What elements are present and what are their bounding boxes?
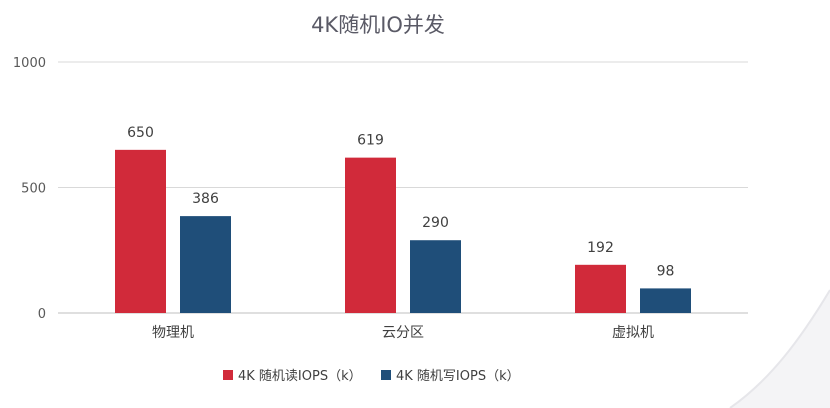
category-label: 虚拟机 bbox=[612, 325, 654, 341]
y-tick-label: 500 bbox=[21, 182, 46, 197]
data-label: 386 bbox=[192, 191, 219, 207]
x-axis-categories: 物理机 云分区 虚拟机 bbox=[152, 325, 654, 341]
bar-write-2 bbox=[640, 288, 691, 313]
bars bbox=[115, 149, 691, 313]
data-label: 650 bbox=[127, 125, 154, 141]
category-label: 云分区 bbox=[382, 325, 424, 341]
data-label: 98 bbox=[657, 263, 675, 279]
bar-write-1 bbox=[410, 240, 461, 313]
data-label: 192 bbox=[587, 240, 614, 256]
chart-title: 4K随机IO并发 bbox=[311, 13, 445, 37]
legend-label: 4K 随机读IOPS（k） bbox=[238, 369, 362, 384]
page-curl-edge bbox=[729, 289, 830, 408]
bar-read-2 bbox=[575, 264, 626, 313]
page-curl-decoration bbox=[730, 290, 830, 408]
gridlines bbox=[58, 61, 748, 314]
legend: 4K 随机读IOPS（k） 4K 随机写IOPS（k） bbox=[223, 369, 520, 384]
data-label: 619 bbox=[357, 133, 384, 149]
bar-read-1 bbox=[345, 157, 396, 313]
bar-read-0 bbox=[115, 149, 166, 313]
legend-swatch bbox=[381, 370, 391, 380]
legend-label: 4K 随机写IOPS（k） bbox=[396, 369, 520, 384]
category-label: 物理机 bbox=[152, 325, 194, 341]
bar-write-0 bbox=[180, 216, 231, 313]
data-labels: 650 386 619 290 192 98 bbox=[127, 125, 674, 280]
y-tick-label: 1000 bbox=[13, 56, 46, 71]
legend-swatch bbox=[223, 370, 233, 380]
y-axis-ticks: 0 500 1000 bbox=[13, 56, 46, 322]
data-label: 290 bbox=[422, 215, 449, 231]
y-tick-label: 0 bbox=[38, 307, 46, 322]
